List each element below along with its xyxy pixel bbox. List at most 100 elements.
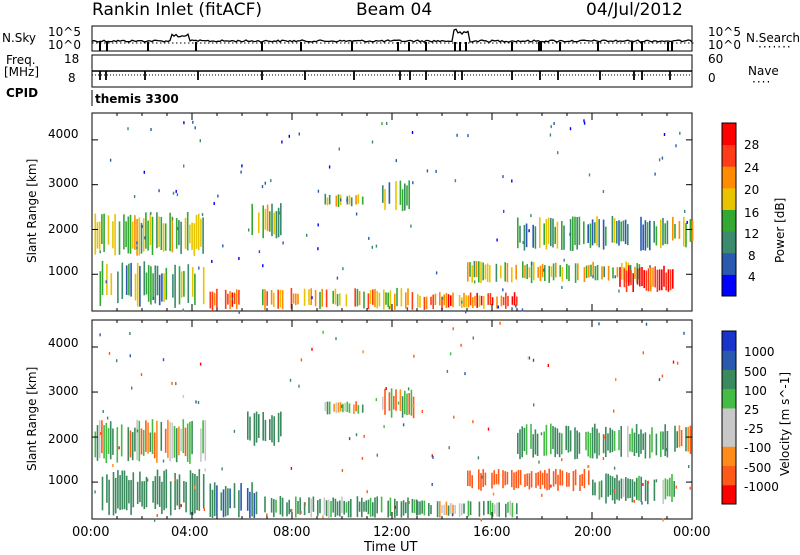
echo-bar-p1-r11	[685, 223, 687, 248]
speckle-p2	[412, 404, 414, 408]
echo-bar-p2-r1	[132, 472, 135, 508]
echo-bar-p2-r1	[141, 481, 143, 507]
echo-bar-p2-r3	[402, 500, 405, 516]
echo-bar-p2-r6	[666, 479, 669, 497]
speckle-p2	[613, 409, 615, 413]
echo-bar-p2-r2	[246, 488, 249, 511]
echo-bar-p2-r3	[369, 497, 372, 517]
echo-bar-p1-r3	[385, 292, 387, 305]
echo-bar-p2-r11	[676, 431, 678, 448]
speckle-p1	[317, 189, 320, 193]
echo-bar-p1-r2	[227, 293, 229, 305]
speckle-p1	[213, 202, 215, 205]
echo-bar-p2-r1	[145, 476, 148, 508]
echo-bar-p2-r1	[196, 476, 198, 511]
echo-bar-p2-r4	[454, 505, 456, 514]
echo-bar-p1-r5	[541, 264, 544, 278]
echo-bar-p1-r1	[136, 262, 139, 307]
speckle-p2	[116, 359, 118, 363]
echo-bar-p2-r1	[114, 478, 117, 514]
speckle-p1	[515, 304, 517, 308]
echo-bar-p2-r2	[240, 483, 242, 511]
speckle-p1	[511, 307, 513, 311]
echo-bar-p1-r6	[667, 269, 670, 292]
speckle-p1	[136, 246, 138, 250]
speckle-p1	[618, 289, 620, 293]
echo-bar-p2-r6	[616, 474, 618, 500]
echo-bar-p2-r1	[108, 479, 110, 516]
speckle-p1	[109, 158, 112, 162]
speckle-p1	[592, 275, 594, 279]
speckle-p1	[222, 244, 224, 248]
power-colorbar-swatch-5	[722, 166, 736, 189]
echo-bar-p1-r1	[143, 261, 146, 296]
echo-bar-p2-r4	[509, 500, 511, 516]
speckle-p1	[530, 214, 532, 218]
echo-bar-p2-r8	[339, 402, 342, 412]
echo-bar-p1-r9	[401, 189, 404, 212]
echo-bar-p1-r4	[467, 295, 470, 308]
echo-bar-p2-r10	[258, 414, 260, 438]
echo-bar-p1-r4	[425, 296, 428, 310]
speckle-p2	[322, 330, 324, 334]
speckle-p1	[531, 262, 533, 266]
echo-bar-p1-r7	[618, 220, 620, 246]
echo-bar-p2-r3	[286, 502, 288, 517]
echo-bar-p1-r0	[197, 213, 200, 251]
echo-bar-p2-r4	[441, 505, 443, 513]
noise-sky-label: N.Sky	[2, 31, 37, 45]
echo-bar-p1-r7	[605, 226, 607, 246]
echo-bar-p2-r0	[138, 420, 141, 462]
speckle-p2	[195, 400, 197, 404]
p2-ylabel: Slant Range [km]	[25, 366, 39, 471]
speckle-p2	[233, 429, 236, 433]
echo-bar-p2-r5	[530, 471, 533, 488]
echo-bar-p1-r0	[138, 217, 141, 256]
speckle-p1	[171, 217, 174, 221]
echo-bar-p2-r3	[345, 502, 348, 513]
speckle-p1	[241, 164, 243, 168]
echo-bar-p1-r3	[378, 292, 381, 307]
speckle-p1	[152, 296, 155, 300]
speckle-p2	[603, 435, 605, 439]
echo-bar-p1-r3	[394, 293, 396, 310]
speckle-p1	[150, 211, 152, 215]
echo-bar-p1-r0	[129, 214, 132, 254]
vel-tick-100: 100	[744, 384, 767, 398]
echo-bar-p2-r5	[535, 472, 537, 488]
echo-bar-p1-r1	[178, 266, 181, 305]
echo-bar-p1-r5	[552, 263, 555, 281]
echo-bar-p1-r5	[548, 265, 550, 283]
speckle-p2	[100, 432, 102, 435]
echo-bar-p2-r7	[552, 426, 554, 449]
echo-bar-p2-r7	[545, 424, 548, 456]
power-colorbar-swatch-0	[722, 274, 736, 297]
speckle-p1	[177, 227, 179, 231]
echo-bar-p2-r5	[555, 468, 557, 485]
speckle-p2	[355, 433, 358, 437]
echo-bar-p1-r5	[489, 265, 491, 283]
speckle-p2	[291, 508, 293, 512]
echo-bar-p1-r0	[103, 213, 105, 252]
speckle-p2	[118, 446, 120, 450]
echo-bar-p2-r1	[183, 481, 185, 503]
echo-bar-p1-r10	[280, 203, 282, 236]
echo-bar-p2-r7	[594, 423, 596, 454]
cpid-program: themis 3300	[95, 92, 179, 106]
echo-bar-p1-r6	[636, 268, 639, 285]
echo-bar-p2-r2	[229, 488, 231, 509]
echo-bar-p1-r7	[517, 217, 519, 249]
echo-bar-p1-r3	[319, 291, 321, 310]
speckle-p1	[497, 305, 499, 309]
echo-bar-p1-r8	[337, 194, 340, 207]
echo-bar-p2-r1	[198, 469, 201, 511]
echo-bar-p2-r3	[365, 500, 367, 512]
echo-bar-p1-r4	[439, 292, 441, 306]
speckle-p2	[366, 490, 368, 494]
echo-bar-p2-r11	[674, 425, 676, 452]
echo-bar-p1-r3	[358, 291, 361, 306]
echo-bar-p2-r2	[224, 486, 227, 517]
echo-bar-p2-r7	[576, 430, 578, 459]
speckle-p2	[421, 410, 423, 413]
echo-bar-p1-r3	[396, 287, 398, 307]
